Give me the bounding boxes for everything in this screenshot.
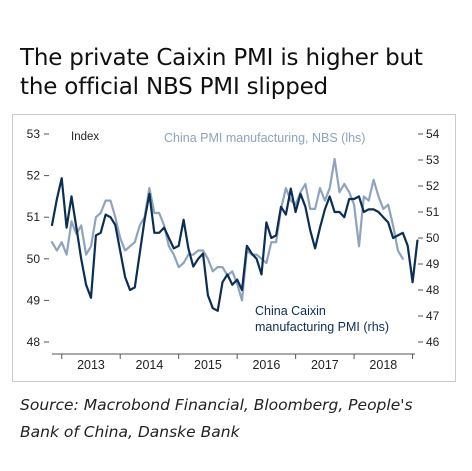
left-axis-tick-label: 52	[27, 169, 41, 183]
right-axis-tick-label: 54	[426, 127, 440, 141]
nbs-series-label: China PMI manufacturing, NBS (lhs)	[164, 131, 365, 145]
right-axis-tick-label: 49	[426, 257, 440, 271]
x-axis-tick-label: 2015	[194, 358, 222, 372]
right-axis-tick-label: 53	[426, 153, 440, 167]
caixin-series-label-line-2: manufacturing PMI (rhs)	[255, 320, 389, 334]
x-axis-tick-label: 2017	[311, 358, 339, 372]
source-block: Source: Macrobond Financial, Bloomberg, …	[0, 382, 472, 471]
chart-title-line-1: The private Caixin PMI is higher but	[20, 45, 423, 71]
source-line-2: Bank of China, Danske Bank	[20, 423, 240, 441]
title-block: The private Caixin PMI is higher but the…	[0, 0, 472, 112]
left-axis-group: 48 49 50 51 52 53	[27, 127, 49, 349]
x-axis-tick-label: 2016	[252, 358, 280, 372]
x-axis-tick-label: 2018	[369, 358, 397, 372]
caixin-series-label-line-1: China Caixin	[255, 304, 326, 318]
right-axis-tick-label: 48	[426, 283, 440, 297]
right-axis-group: 46 47 48 49 50 51 52 53 54	[418, 127, 440, 349]
pmi-line-chart: 48 49 50 51 52 53 46 47 48 49 50 51 52 53 54 2013 2014…	[27, 127, 440, 372]
right-axis-tick-label: 46	[426, 335, 440, 349]
right-axis-tick-label: 50	[426, 231, 440, 245]
left-axis-tick-label: 50	[27, 252, 41, 266]
left-axis-tick-label: 49	[27, 293, 41, 307]
chart-title-line-2: the official NBS PMI slipped	[20, 74, 328, 100]
series-line-caixin	[50, 177, 419, 312]
index-label: Index	[71, 131, 99, 143]
left-axis-tick-label: 48	[27, 335, 41, 349]
series-line-nbs	[50, 157, 404, 302]
right-axis-tick-label: 51	[426, 205, 440, 219]
x-axis-group: 2013 2014 2015 2016 2017 2018	[52, 353, 415, 372]
right-axis-tick-label: 52	[426, 179, 440, 193]
left-axis-tick-label: 51	[27, 210, 41, 224]
left-axis-tick-label: 53	[27, 127, 41, 141]
right-axis-tick-label: 47	[426, 309, 440, 323]
x-axis-tick-label: 2014	[136, 358, 164, 372]
x-axis-tick-label: 2013	[77, 358, 105, 372]
source-line-1: Source: Macrobond Financial, Bloomberg, …	[20, 396, 413, 414]
